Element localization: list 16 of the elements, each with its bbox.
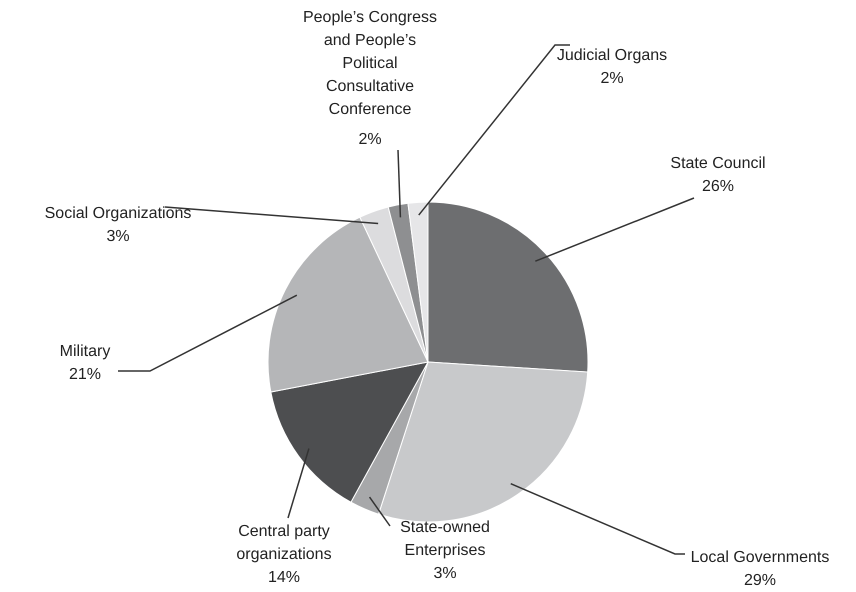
data-label: 29% — [744, 572, 776, 589]
slice-label: Central party organizations — [236, 523, 332, 563]
slice-label: Social Organizations — [44, 205, 192, 222]
data-label: 21% — [68, 366, 102, 383]
slice-label: State-owned Enterprises — [400, 519, 490, 559]
slice-label: Local Governments — [690, 549, 830, 566]
data-label: 3% — [106, 228, 130, 245]
data-label: 2% — [600, 70, 624, 87]
data-label: 2% — [358, 131, 382, 148]
slice-label: Military — [60, 343, 110, 360]
slice-label: Judicial Organs — [556, 47, 668, 64]
data-label: 14% — [268, 569, 300, 586]
slice-label: State Council — [670, 155, 766, 172]
data-label: 3% — [433, 565, 457, 582]
data-label: 26% — [702, 178, 734, 195]
slice-label: People’s Congress and People’s Political Consultative Conference — [302, 9, 438, 118]
